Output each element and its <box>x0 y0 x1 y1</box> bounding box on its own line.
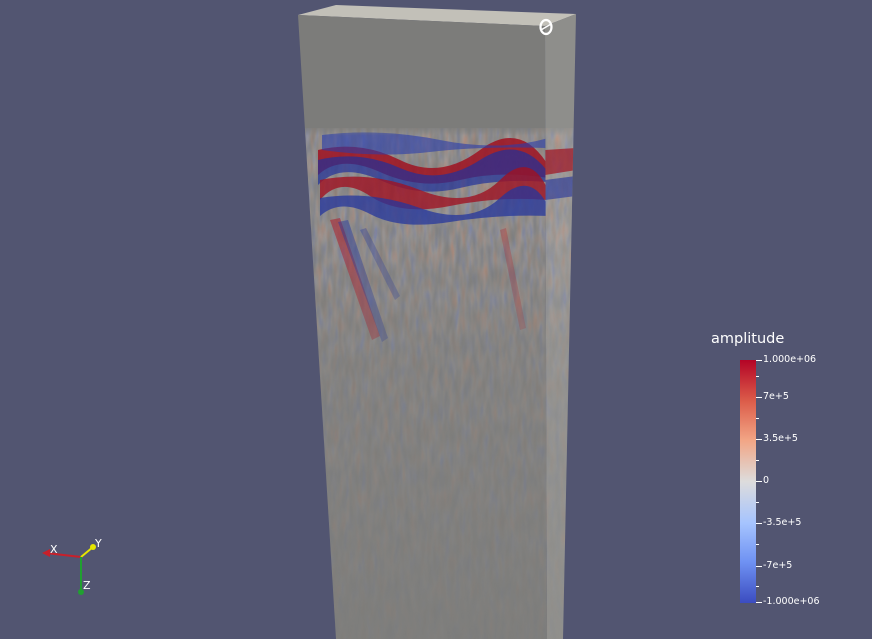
minor-tick <box>756 586 759 587</box>
tick-mark <box>756 397 762 398</box>
x-axis-line <box>45 552 82 558</box>
legend-title: amplitude <box>711 331 785 347</box>
tick-label-max: 1.000e+06 <box>763 354 817 365</box>
seismic-volume[interactable] <box>298 5 580 639</box>
volume-top-face <box>298 5 576 26</box>
minor-tick <box>756 502 759 503</box>
x-axis-label: X <box>50 543 58 556</box>
y-axis-tip <box>90 544 96 550</box>
tick-label: 0 <box>763 475 770 486</box>
tick-mark <box>756 602 762 603</box>
z-axis-label: Z <box>83 579 91 592</box>
minor-tick <box>756 376 759 377</box>
tick-mark <box>756 481 762 482</box>
minor-tick <box>756 544 759 545</box>
seismic-slice-front <box>300 128 547 639</box>
colorbar-gradient <box>740 360 756 603</box>
tick-mark <box>756 360 762 361</box>
tick-label: -7e+5 <box>763 560 793 571</box>
tick-label: -3.5e+5 <box>763 517 802 528</box>
tick-mark <box>756 439 762 440</box>
y-axis-label: Y <box>95 537 102 550</box>
tick-mark <box>756 523 762 524</box>
tick-label: 3.5e+5 <box>763 433 798 444</box>
z-axis-tip <box>78 589 84 595</box>
minor-tick <box>756 460 759 461</box>
x-axis-arrow <box>42 549 50 557</box>
minor-tick <box>756 418 759 419</box>
center-of-rotation-icon <box>539 18 553 36</box>
orientation-axes[interactable] <box>42 544 96 595</box>
tick-mark <box>756 566 762 567</box>
seismic-slice-side <box>545 128 576 639</box>
tick-label: 7e+5 <box>763 391 789 402</box>
tick-label-min: -1.000e+06 <box>763 596 820 607</box>
